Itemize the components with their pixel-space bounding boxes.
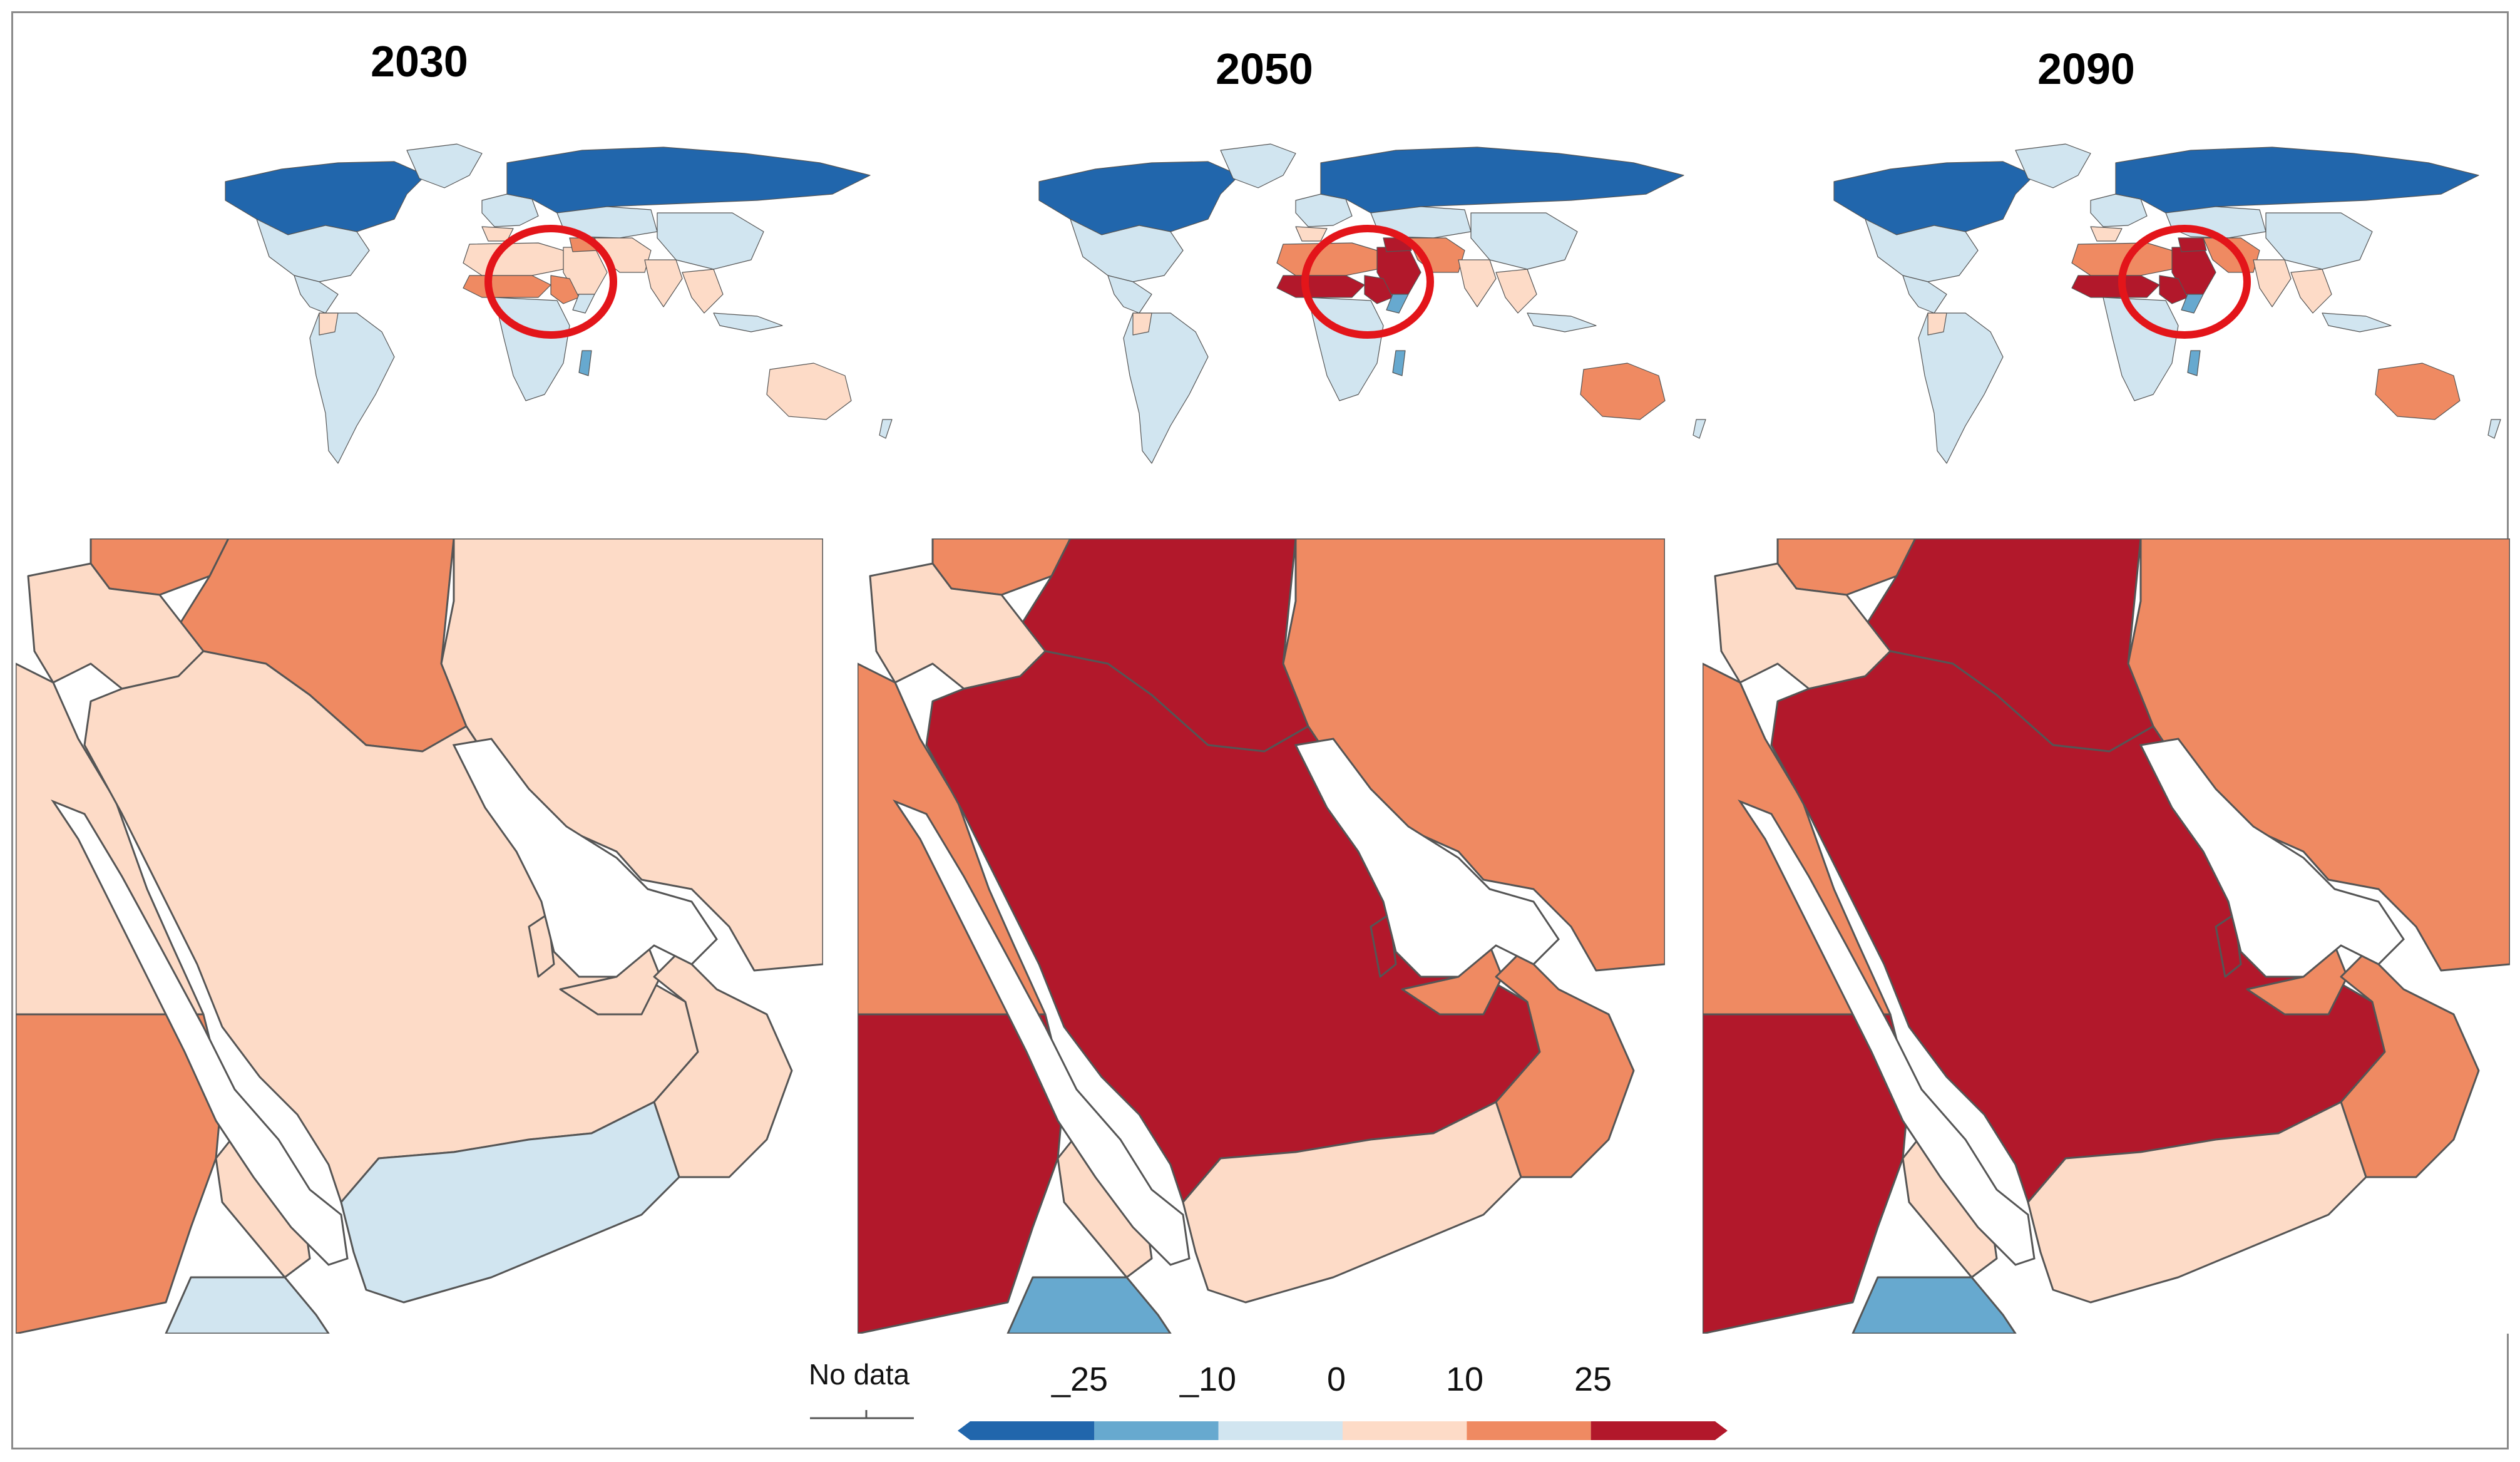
region-egypt_sudan — [1276, 242, 1378, 276]
region-ethiopia — [1364, 275, 1393, 304]
region-horn — [1852, 1276, 2017, 1334]
region-warm — [1495, 269, 1537, 314]
region-yemen — [2027, 1101, 2367, 1304]
highlight-circle-2050 — [1301, 225, 1434, 339]
highlight-circle-2090 — [2118, 225, 2251, 339]
zoom-map-2090 — [1703, 538, 2510, 1334]
region-cool — [1693, 419, 1706, 439]
zoom-map-2030 — [16, 538, 823, 1334]
panel-title-2030: 2030 — [371, 37, 468, 86]
world-map-2030 — [131, 125, 945, 501]
region-cool — [2265, 212, 2373, 270]
region-north — [225, 161, 426, 235]
legend-bin-very-cold — [958, 1421, 1095, 1440]
region-cool — [1220, 143, 1296, 188]
region-ethiopia — [858, 1013, 1065, 1334]
region-australia — [2375, 363, 2461, 420]
region-cool — [1070, 219, 1184, 282]
legend-color-bar — [958, 1421, 1728, 1440]
region-north — [506, 147, 871, 214]
region-australia — [766, 363, 852, 420]
legend-bin-cool — [1218, 1421, 1343, 1440]
zoom-map-2050 — [858, 538, 1665, 1334]
region-warm — [1295, 226, 1328, 242]
region-warm — [1927, 312, 1947, 336]
region-sahel — [1276, 275, 1365, 298]
region-iraq — [2178, 237, 2207, 252]
region-warm — [682, 269, 724, 314]
legend-no-data-swatch — [810, 1410, 914, 1419]
region-cool — [879, 419, 893, 439]
legend-tick-2: _10 — [1179, 1361, 1237, 1398]
region-cool — [294, 275, 339, 314]
region-sahel — [2071, 275, 2160, 298]
region-cool — [1918, 312, 2004, 464]
region-warm — [644, 259, 683, 307]
legend-tick-3: 0 — [1326, 1361, 1346, 1398]
region-ethiopia — [1703, 1013, 1910, 1334]
region-cool — [1527, 312, 1597, 332]
region-warm — [2290, 269, 2332, 314]
legend-no-data-label: No data — [809, 1358, 910, 1391]
world-map-2090 — [1740, 125, 2520, 501]
region-cold — [578, 350, 592, 376]
legend-bin-cold — [1094, 1421, 1219, 1440]
region-ethiopia — [550, 275, 580, 304]
region-cool — [657, 212, 764, 270]
legend-bin-warm — [1343, 1421, 1467, 1440]
region-cold — [1392, 350, 1406, 376]
region-cool — [2103, 297, 2179, 401]
region-ethiopia — [2159, 275, 2188, 304]
region-cool — [1123, 312, 1209, 464]
region-warm — [2090, 226, 2123, 242]
panel-title-2090: 2090 — [2037, 44, 2135, 93]
region-horn — [572, 294, 595, 314]
region-horn — [1386, 294, 1409, 314]
legend-tick-1: _25 — [1051, 1361, 1109, 1398]
region-oman — [1495, 950, 1635, 1178]
region-cool — [406, 143, 483, 188]
region-cool — [713, 312, 783, 332]
region-yemen — [1182, 1101, 1522, 1304]
highlight-circle-2030 — [484, 225, 617, 339]
region-australia — [1580, 363, 1666, 420]
region-horn — [1006, 1276, 1172, 1334]
region-warm — [1132, 312, 1152, 336]
region-north — [1038, 161, 1240, 235]
legend-tick-5: 25 — [1574, 1361, 1612, 1398]
region-cool — [2322, 312, 2392, 332]
region-horn — [165, 1276, 330, 1334]
region-horn — [2181, 294, 2204, 314]
legend-bin-very-hot — [1590, 1421, 1728, 1440]
region-cool — [1107, 275, 1152, 314]
panel-title-2050: 2050 — [1216, 44, 1313, 93]
region-cool — [256, 219, 370, 282]
region-warm — [2253, 259, 2292, 307]
region-cool — [1470, 212, 1578, 270]
region-cool — [1865, 219, 1979, 282]
region-cool — [309, 312, 395, 464]
region-iran — [1408, 237, 1465, 273]
region-north — [2115, 147, 2479, 214]
legend-bin-hot — [1467, 1421, 1591, 1440]
region-warm — [1458, 259, 1497, 307]
region-warm — [319, 312, 339, 336]
region-egypt_sudan — [2071, 242, 2173, 276]
region-cool — [1902, 275, 1947, 314]
region-oman — [2340, 950, 2480, 1178]
region-north — [1833, 161, 2035, 235]
region-cool — [2015, 143, 2091, 188]
region-oman — [653, 950, 793, 1178]
legend-tick-4: 10 — [1445, 1361, 1484, 1398]
region-cold — [2187, 350, 2201, 376]
world-map-2050 — [945, 125, 1759, 501]
region-ethiopia — [16, 1013, 223, 1334]
region-cool — [2487, 419, 2501, 439]
region-yemen — [340, 1101, 680, 1304]
region-north — [1320, 147, 1684, 214]
